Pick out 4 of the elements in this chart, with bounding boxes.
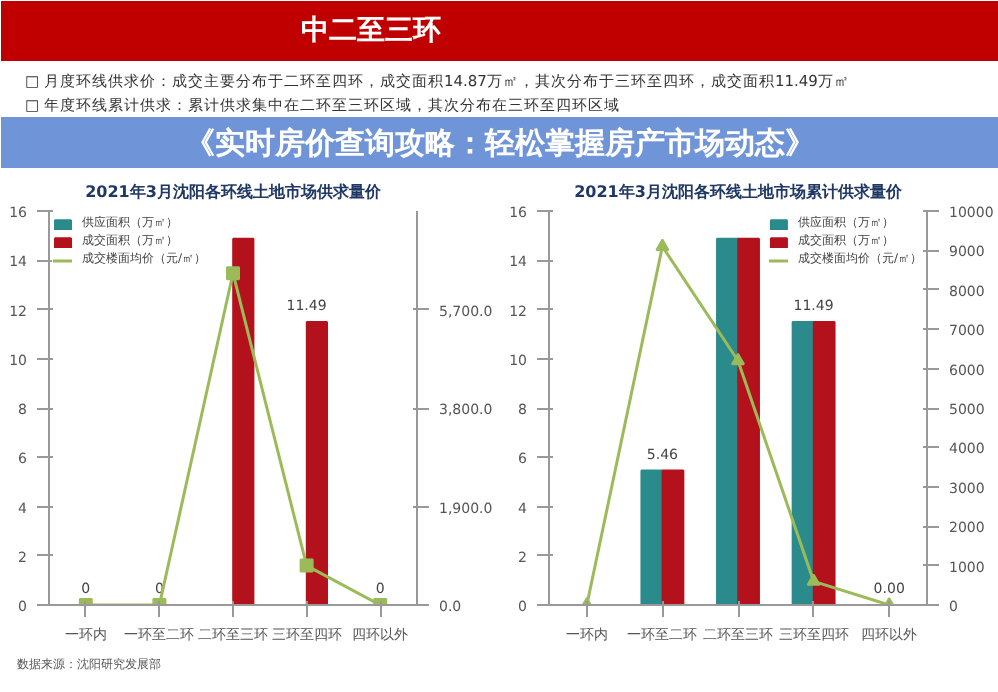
text: 中二至三环 <box>301 15 441 47</box>
text: 《实时房价查询攻略：轻松掌握房产市场动态》 <box>185 125 815 161</box>
chart-title: 2021年3月沈阳各环线土地市场供求量价 <box>85 181 383 201</box>
chart-title: 2021年3月沈阳各环线土地市场累计供求量价 <box>574 181 904 201</box>
